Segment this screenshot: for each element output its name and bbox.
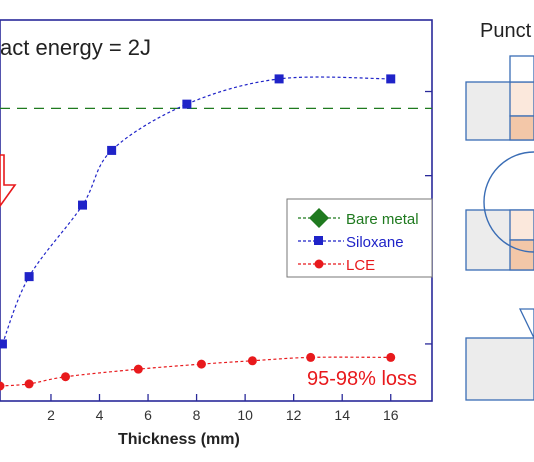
x-axis-label: Thickness (mm): [118, 431, 240, 448]
schematic-bottom: [465, 308, 534, 401]
schematic-top-layer-light: [509, 81, 534, 117]
red-arrow-icon: [0, 154, 17, 208]
legend-siloxane-label: Siloxane: [346, 234, 404, 251]
x-axis-ticks: 2 4 6 8 10 12 14 16: [47, 394, 399, 423]
series-lce-point-6: [306, 352, 316, 362]
x-tick-label-14: 14: [334, 407, 350, 423]
legend-lce-label: LCE: [346, 257, 375, 274]
x-tick-label-12: 12: [286, 407, 302, 423]
legend-siloxane-marker: [314, 236, 323, 245]
schematic-middle-ball: [483, 151, 534, 253]
x-tick-label-2: 2: [47, 407, 55, 423]
x-tick-label-16: 16: [383, 407, 399, 423]
series-lce-point-2: [61, 372, 71, 382]
series-lce-point-3: [133, 364, 143, 374]
schematic-top: [465, 55, 534, 141]
series-lce-point-1: [24, 379, 34, 389]
x-tick-label-8: 8: [193, 407, 201, 423]
x-tick-label-4: 4: [96, 407, 104, 423]
legend-bare-metal-label: Bare metal: [346, 211, 419, 228]
series-lce-point-5: [247, 356, 257, 366]
schematic-middle-layer-light: [509, 209, 534, 241]
x-tick-label-10: 10: [237, 407, 253, 423]
series-siloxane-point-0: [0, 339, 7, 349]
legend: Bare metal Siloxane LCE: [286, 198, 433, 278]
x-tick-label-6: 6: [144, 407, 152, 423]
legend-bare-metal-marker: [309, 208, 329, 228]
series-siloxane-point-4: [182, 99, 192, 109]
series-siloxane-point-5: [274, 74, 284, 84]
schematic-middle-layer-dark: [509, 239, 534, 271]
loss-annotation: 95-98% loss: [307, 368, 417, 390]
schematic-top-layer-dark: [509, 115, 534, 141]
series-siloxane-point-6: [386, 74, 396, 84]
schematic-top-punch: [509, 55, 534, 83]
series-siloxane-point-1: [24, 272, 34, 282]
series-siloxane-point-2: [78, 200, 88, 210]
series-layer: [0, 74, 432, 391]
series-lce-point-7: [386, 352, 396, 362]
legend-lce-marker: [314, 259, 324, 269]
chart-title: act energy = 2J: [0, 35, 151, 60]
series-siloxane-point-3: [107, 145, 117, 155]
schematic-middle: [465, 151, 534, 271]
legend-box: [286, 198, 433, 278]
schematic-bottom-block: [465, 337, 534, 401]
series-lce-point-4: [196, 359, 206, 369]
panel-title: Punct: [480, 20, 532, 42]
series-lce-point-0: [0, 381, 5, 391]
schematic-bottom-cone: [518, 308, 534, 339]
schematic-panel: Punct: [465, 20, 534, 401]
